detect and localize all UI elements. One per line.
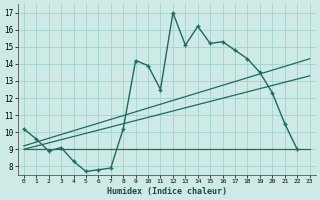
X-axis label: Humidex (Indice chaleur): Humidex (Indice chaleur)	[107, 187, 227, 196]
